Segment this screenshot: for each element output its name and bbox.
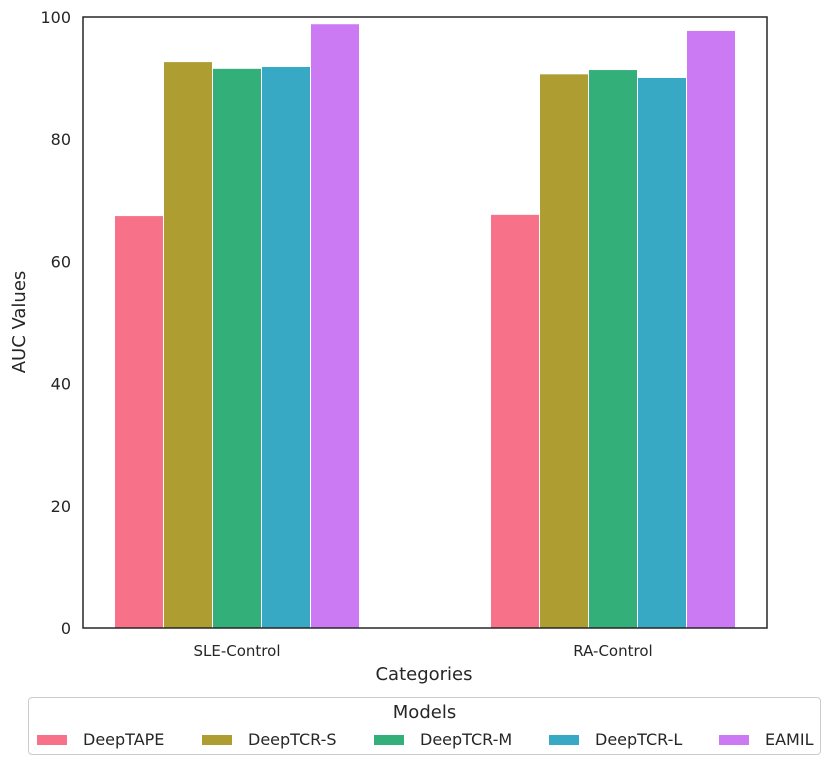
y-axis-ticks: 0 20 40 60 80 100 — [40, 8, 71, 638]
y-axis-title: AUC Values — [9, 271, 30, 374]
y-tick-label: 100 — [40, 8, 71, 27]
legend-items: DeepTAPE DeepTCR-S DeepTCR-M DeepTCR-L EAMIL — [35, 730, 814, 750]
bar-deeptape-ra-control — [490, 213, 540, 629]
bars-group — [114, 23, 736, 629]
legend-label: DeepTCR-L — [595, 730, 683, 749]
bar-deeptcr-m-sle-control — [212, 67, 262, 629]
plot-frame — [82, 16, 768, 629]
y-tick-label: 40 — [51, 375, 71, 394]
y-tick-label: 20 — [51, 497, 71, 516]
bar-deeptape-sle-control — [114, 215, 164, 629]
legend-item: DeepTCR-S — [202, 730, 337, 749]
x-tick-label: RA-Control — [573, 642, 652, 660]
bar-deeptcr-m-ra-control — [588, 69, 638, 629]
y-tick-label: 0 — [61, 619, 71, 638]
bar-deeptcr-l-ra-control — [637, 76, 687, 629]
legend-label: EAMIL — [765, 730, 814, 749]
legend-swatch — [37, 734, 67, 745]
legend-swatch — [202, 734, 232, 745]
legend-label: DeepTAPE — [83, 730, 165, 749]
bar-eamil-sle-control — [310, 23, 360, 629]
legend-title: Models — [392, 702, 457, 723]
bar-deeptcr-l-sle-control — [261, 65, 311, 629]
bar-eamil-ra-control — [686, 29, 736, 629]
legend-swatch — [549, 734, 579, 745]
legend-item: DeepTCR-L — [549, 730, 682, 749]
legend-swatch — [374, 734, 404, 745]
bar-deeptcr-s-ra-control — [539, 73, 589, 629]
legend-swatch — [719, 734, 749, 745]
y-tick-label: 60 — [51, 252, 71, 271]
x-tick-label: SLE-Control — [194, 642, 281, 660]
x-axis-title: Categories — [375, 664, 472, 685]
legend: Models DeepTAPE DeepTCR-S DeepTCR-M DeepTCR… — [28, 697, 821, 755]
bar-deeptcr-s-sle-control — [163, 61, 213, 629]
legend-item: DeepTAPE — [37, 730, 164, 749]
legend-label: DeepTCR-S — [248, 730, 337, 749]
legend-label: DeepTCR-M — [420, 730, 513, 749]
x-axis-ticks: SLE-Control RA-Control — [194, 642, 653, 660]
y-tick-label: 80 — [51, 130, 71, 149]
legend-item: DeepTCR-M — [374, 730, 512, 749]
legend-item: EAMIL — [719, 730, 814, 749]
